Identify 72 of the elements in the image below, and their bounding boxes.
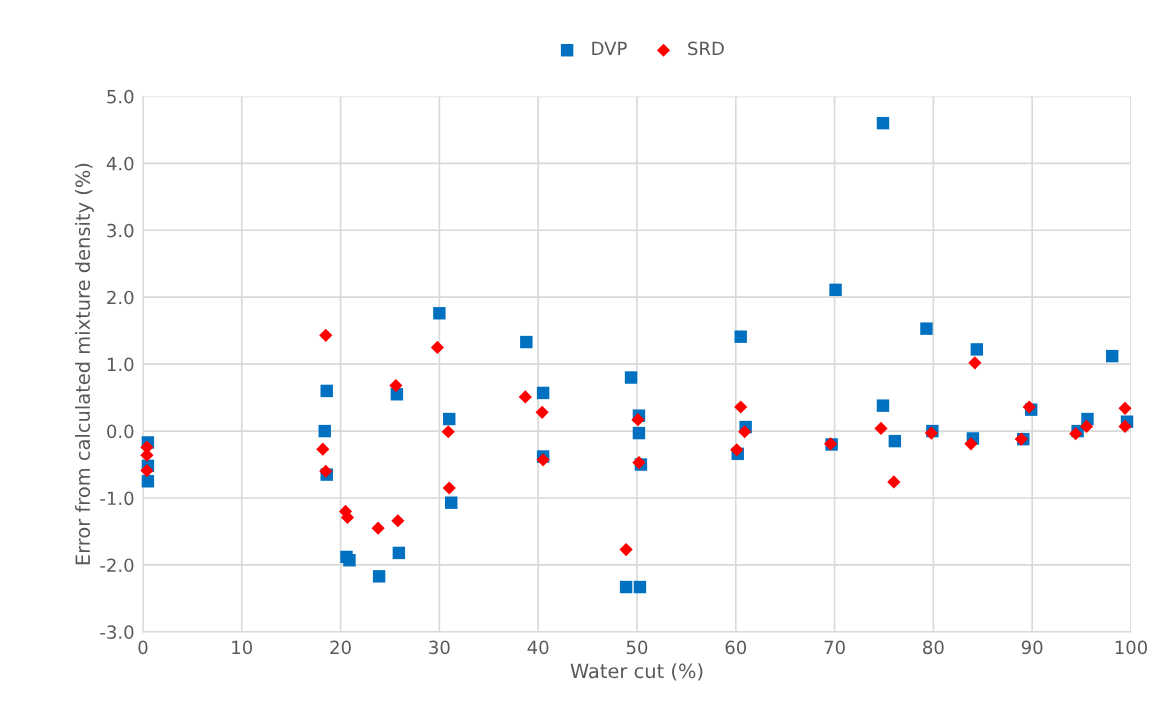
point: [624, 371, 638, 384]
legend-label: SRD: [688, 41, 724, 56]
y-tick-label: 1.0: [107, 357, 134, 372]
point: [319, 464, 333, 478]
x-tick-label: 90: [1021, 640, 1043, 655]
point: [632, 426, 646, 440]
point: [633, 580, 647, 594]
point: [371, 521, 385, 535]
point: [631, 413, 645, 427]
y-tick-label: 2.0: [107, 290, 134, 305]
point: [1118, 401, 1132, 415]
point: [343, 554, 356, 567]
x-axis-title: Water cut (%): [570, 663, 703, 681]
y-axis-title: Error from calculated mixture density (%): [75, 163, 94, 565]
point: [518, 390, 532, 404]
point: [443, 412, 456, 426]
point: [887, 475, 901, 489]
point: [738, 425, 752, 439]
x-tick-label: 40: [527, 640, 549, 655]
x-tick-label: 100: [1115, 640, 1148, 655]
point: [140, 463, 154, 478]
point: [520, 335, 533, 349]
point: [619, 580, 633, 594]
point: [389, 378, 403, 393]
y-tick-label: -3.0: [100, 625, 134, 640]
point: [730, 443, 744, 457]
x-tick-label: 80: [923, 640, 944, 655]
point: [442, 481, 456, 495]
y-tick-label: -2.0: [100, 558, 134, 573]
point: [968, 356, 982, 370]
point: [536, 453, 550, 467]
point: [320, 384, 333, 398]
point: [619, 542, 633, 557]
point: [876, 116, 890, 130]
point: [964, 437, 978, 451]
point: [372, 570, 386, 583]
point: [441, 425, 455, 439]
point: [876, 399, 890, 412]
x-tick-label: 0: [138, 640, 148, 655]
y-tick-label: 4.0: [106, 156, 134, 171]
legend-label: DVP: [592, 41, 627, 55]
point: [734, 330, 747, 343]
point: [1105, 349, 1119, 363]
y-tick-label: 5.0: [107, 89, 134, 104]
point: [430, 340, 444, 354]
point: [433, 307, 446, 320]
point: [888, 434, 902, 448]
point: [874, 421, 888, 435]
point: [391, 514, 405, 528]
y-tick-label: -1.0: [100, 491, 134, 506]
point: [1079, 419, 1094, 433]
y-tick-label: 3.0: [107, 223, 134, 238]
point: [141, 475, 155, 488]
point: [829, 283, 842, 297]
point: [445, 496, 458, 509]
point: [319, 328, 333, 342]
point: [1118, 419, 1132, 433]
x-tick-label: 30: [429, 640, 450, 655]
x-tick-label: 20: [330, 640, 351, 655]
point: [318, 424, 331, 438]
point: [392, 546, 406, 560]
x-tick-label: 10: [232, 640, 253, 655]
x-tick-label: 60: [725, 640, 747, 655]
point: [970, 343, 984, 356]
x-tick-label: 50: [626, 640, 648, 655]
x-tick-label: 70: [824, 640, 845, 655]
point: [316, 442, 330, 456]
point: [920, 322, 933, 335]
y-tick-label: 0.0: [107, 424, 134, 439]
point: [536, 386, 550, 400]
point: [734, 400, 748, 414]
point: [535, 405, 549, 419]
